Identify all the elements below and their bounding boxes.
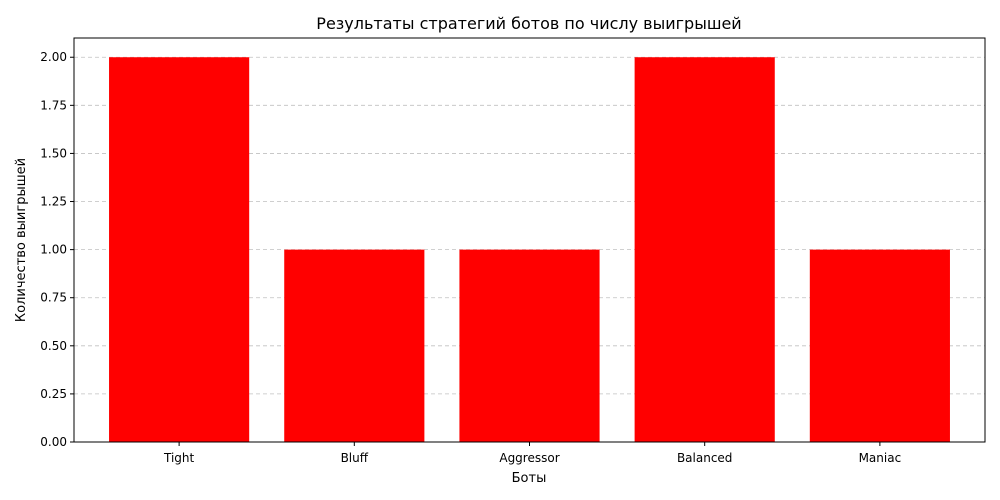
bar-tight — [109, 57, 250, 442]
y-tick-label: 2.00 — [40, 50, 67, 64]
x-tick-label: Bluff — [341, 451, 369, 465]
bar-aggressor — [459, 249, 600, 442]
x-tick-label: Balanced — [677, 451, 732, 465]
x-tick-label: Tight — [163, 451, 195, 465]
y-tick-label: 0.00 — [40, 435, 67, 449]
x-tick-label: Maniac — [859, 451, 902, 465]
y-tick-label: 1.75 — [40, 98, 67, 112]
x-axis-ticks: Tight Bluff Aggressor Balanced Maniac — [163, 442, 901, 465]
y-tick-label: 1.25 — [40, 195, 67, 209]
y-axis-label: Количество выигрышей — [14, 158, 29, 322]
bar-bluff — [284, 249, 425, 442]
y-axis-ticks: 0.00 0.25 0.50 0.75 1.00 1.25 1.50 1.75 2.00 — [40, 50, 74, 449]
y-tick-label: 0.50 — [40, 339, 67, 353]
x-axis-label: Боты — [512, 471, 547, 486]
bar-balanced — [634, 57, 775, 442]
y-tick-label: 0.25 — [40, 387, 67, 401]
plot-frame — [73, 37, 986, 443]
y-tick-label: 1.00 — [40, 243, 67, 257]
bar-maniac — [809, 249, 950, 442]
bars — [109, 57, 950, 442]
y-tick-label: 0.75 — [40, 291, 67, 305]
x-tick-label: Aggressor — [499, 451, 559, 465]
chart-title: Результаты стратегий ботов по числу выиг… — [316, 14, 741, 33]
y-tick-label: 1.50 — [40, 146, 67, 160]
